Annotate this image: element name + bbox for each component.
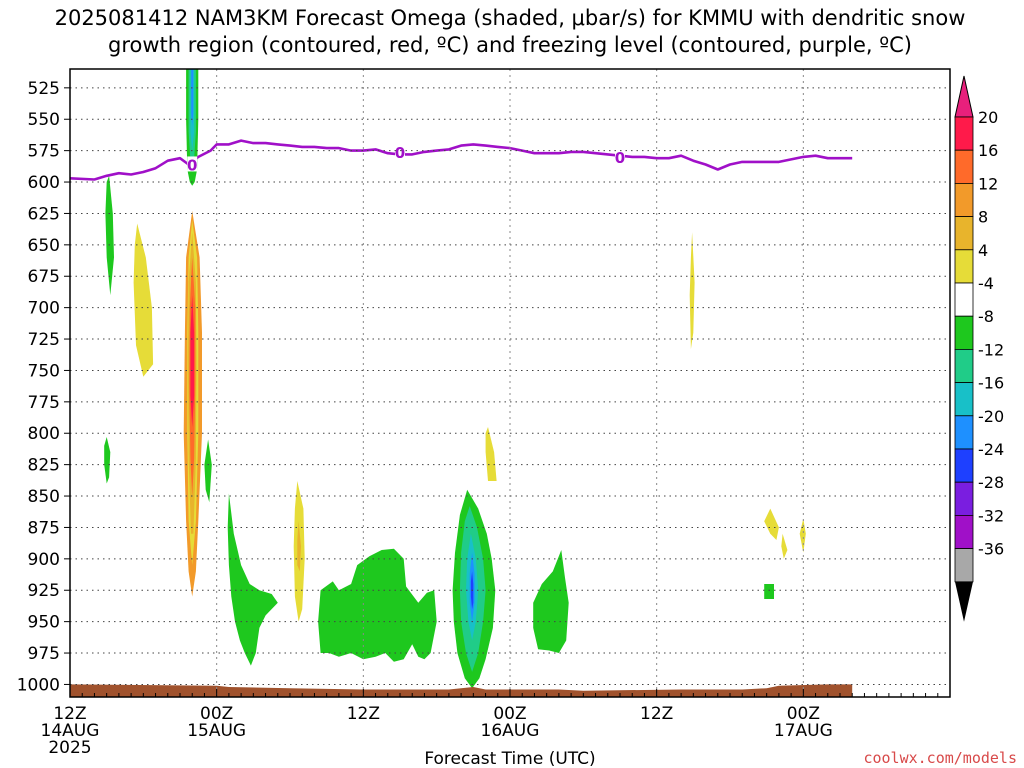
yellow-pos-upper-left [133,223,154,377]
plot-area: 0 0 0 [70,69,853,697]
x-tick-time-48: 12Z [640,704,673,724]
x-tick-time-12: 00Z [200,704,233,724]
y-tick-label-875: 875 [28,518,60,538]
x-tick-date-60: 17AUG [774,721,833,741]
colorbar-label-13: -36 [978,540,1004,559]
colorbar-label-10: -24 [978,440,1004,459]
green-neg-near-column [204,439,212,503]
y-tick-label-725: 725 [28,330,60,350]
y-tick-label-675: 675 [28,267,60,287]
colorbar-label-8: -16 [978,374,1004,393]
y-tick-label-625: 625 [28,204,60,224]
x-tick-time-60: 00Z [787,704,820,724]
colorbar-segment-12 [954,515,974,550]
colorbar-segment-3 [954,216,974,251]
yellow-thin-right [689,232,695,350]
colorbar-segment-4 [954,249,974,284]
green-small-16aug [533,550,569,653]
x-tick-date-0: 14AUG [41,721,100,741]
colorbar-bottom-arrow [955,581,973,622]
colorbar-segment-1 [954,149,974,184]
y-tick-label-750: 750 [28,361,60,381]
colorbar-label-9: -20 [978,407,1004,426]
colorbar-label-0: 20 [978,108,998,127]
freezing-level-label-2: 0 [615,149,625,167]
y-tick-label-850: 850 [28,487,60,507]
y-axis-ticks: 525 550 575 600 625 650 675 700 725 750 775 800 825 8… [17,79,70,695]
chart-title-line2: growth region (contoured, red, ºC) and f… [108,33,912,57]
colorbar-segment-5 [954,282,974,317]
x-axis-label: Forecast Time (UTC) [424,749,595,768]
colorbar-segment-13 [954,548,974,583]
credit-text: coolwx.com/models [863,749,1017,767]
column-red-core [190,295,195,427]
column-top-blue [191,69,194,126]
colorbar-segment-2 [954,182,974,217]
colorbar-label-3: 8 [978,208,988,227]
colorbar-label-1: 16 [978,141,998,160]
yellow-edge-right [799,518,806,553]
y-tick-label-600: 600 [28,173,60,193]
colorbar-label-2: 12 [978,174,998,193]
freezing-label-bg-0 [187,156,198,172]
y-tick-label-950: 950 [28,613,60,633]
colorbar-segment-6 [954,315,974,350]
x-tick-date-12: 15AUG [187,721,246,741]
plot-frame [69,68,951,698]
freezing-label-bg-2 [615,148,625,164]
colorbar-label-11: -28 [978,473,1004,492]
x-tick-time-24: 12Z [347,704,380,724]
x-tick-year-0: 2025 [48,738,91,758]
yellow-small-right-1 [764,508,779,540]
colorbar-label-5: -4 [978,274,994,293]
y-tick-label-925: 925 [28,581,60,601]
y-tick-label-775: 775 [28,393,60,413]
colorbar-label-6: -8 [978,307,994,326]
y-tick-label-525: 525 [28,79,60,99]
y-tick-label-700: 700 [28,299,60,319]
y-tick-label-800: 800 [28,424,60,444]
yellow-small-right-2 [781,533,788,559]
chart-title-line1: 2025081412 NAM3KM Forecast Omega (shaded… [55,6,966,30]
x-tick-time-0: 12Z [53,704,86,724]
green-neg-left-tall [105,175,114,296]
colorbar-segment-10 [954,448,974,483]
yellow-small-16aug [485,427,497,481]
x-tick-date-36: 16AUG [481,721,540,741]
y-tick-label-825: 825 [28,456,60,476]
plot-content: 0 0 0 [70,69,853,697]
freezing-level-label-1: 0 [395,144,405,162]
grid-lines [69,68,951,698]
colorbar-segment-11 [954,481,974,516]
freezing-label-bg-1 [395,143,405,159]
colorbar-segment-7 [954,348,974,383]
y-tick-label-975: 975 [28,644,60,664]
green-neg-left-small [104,437,111,484]
colorbar-top-arrow [954,75,974,118]
freezing-level-line [70,139,853,181]
y-tick-label-550: 550 [28,110,60,130]
colorbar-segment-0 [954,116,974,151]
colorbar-segment-8 [954,382,974,417]
colorbar-label-4: 4 [978,241,988,260]
y-tick-label-575: 575 [28,142,60,162]
green-small-right [764,584,774,599]
orange-core-2 [297,521,301,572]
colorbar: 20 16 12 8 4 -4 -8 -12 -16 -20 -24 -28 -32 -36 [954,75,1004,622]
y-tick-label-650: 650 [28,236,60,256]
green-mass-left [227,493,278,666]
colorbar-segment-9 [954,415,974,450]
y-tick-label-900: 900 [28,550,60,570]
y-tick-label-1000: 1000 [17,675,60,695]
colorbar-label-7: -12 [978,340,1004,359]
green-mass-center [318,548,437,662]
colorbar-label-12: -32 [978,506,1004,525]
freezing-level-label-0: 0 [187,156,197,174]
x-tick-time-36: 00Z [493,704,526,724]
